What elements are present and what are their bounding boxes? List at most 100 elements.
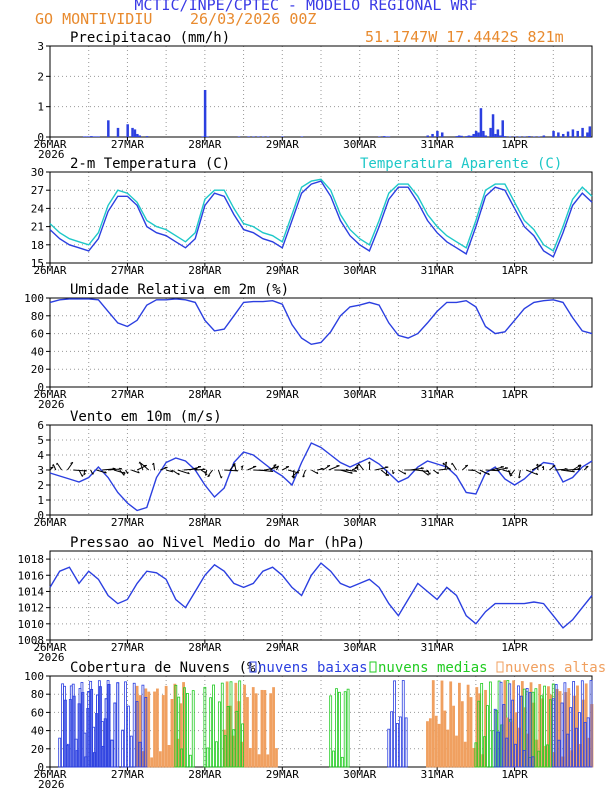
panel-title: Cobertura de Nuvens (%) (70, 660, 264, 676)
wind-vector-head (429, 472, 431, 475)
cloud-bar (404, 717, 408, 768)
wind-vector (113, 469, 126, 474)
wind-vector (508, 469, 511, 475)
cloud-bar (272, 687, 275, 768)
cloud-bar (560, 702, 564, 768)
cloud-bar (337, 691, 341, 768)
wind-vector-head (81, 474, 84, 477)
cloud-bar (508, 683, 512, 768)
cloud-bar (106, 680, 110, 768)
panel-frame (49, 297, 593, 388)
main-title: MCTIC/INPE/CPTEC - MODELO REGIONAL WRF (134, 0, 478, 14)
ytick-label: 1012 (18, 602, 45, 615)
xtick-label: 29MAR (266, 138, 299, 151)
wind-vector-head (392, 471, 395, 475)
xtick-label: 29MAR (266, 388, 299, 401)
cloud-bar (97, 680, 101, 768)
precip-bar (92, 136, 96, 137)
cloud-bar (401, 680, 405, 768)
cloud-bar (398, 716, 402, 768)
ytick-label: 2 (37, 479, 44, 492)
cloud-bar (68, 699, 72, 768)
wind-vector (311, 469, 319, 475)
cloud-bar (66, 744, 69, 768)
cloud-bar (486, 705, 489, 768)
cloud-bar (554, 684, 558, 768)
wind-vector (204, 469, 208, 476)
series-line (49, 562, 593, 629)
cloud-bar (525, 688, 529, 768)
cloud-bar (496, 731, 500, 768)
wind-vector-head (138, 461, 141, 464)
cloud-bar (110, 739, 114, 768)
wind-vector (83, 469, 86, 475)
wind-vector (195, 468, 206, 471)
wind-vector-head (178, 472, 180, 476)
cloud-bar (477, 700, 481, 768)
wind-vector-head (119, 467, 123, 470)
series-line (49, 298, 593, 346)
cloud-bar (209, 697, 213, 768)
precip-bar (477, 132, 480, 137)
cloud-bar (215, 741, 218, 768)
wind-vector-head (112, 467, 116, 470)
panel-temp: 15 18 21 24 27 30 26MAR 27MAR 28MAR 29MAR 30MAR 31M… (31, 156, 593, 277)
legend-swatch (249, 661, 257, 673)
precip-bar (136, 133, 139, 137)
cloud-bar (548, 699, 552, 768)
wind-vector (497, 467, 509, 471)
wind-vector-head (327, 464, 331, 467)
precip-bar (491, 114, 495, 137)
series-line (49, 442, 593, 512)
wind-vector (340, 469, 353, 474)
precip-bar (97, 136, 100, 137)
xtick-label: 27MAR (111, 641, 144, 654)
cloud-bar (493, 708, 497, 768)
wind-vector-head (564, 467, 568, 470)
precip-bar (470, 135, 473, 137)
wind-vector (247, 465, 257, 471)
wind-vector-head (354, 469, 358, 472)
xtick-label: 1APR (501, 516, 528, 529)
wind-vector (442, 462, 452, 471)
cloud-bar (177, 696, 181, 768)
cloud-bar (455, 735, 458, 768)
cloud-bar (260, 689, 264, 768)
cloud-bar (449, 681, 453, 768)
cloud-bar (116, 682, 120, 768)
ytick-label: 60 (31, 706, 44, 719)
wind-vector-head (137, 471, 140, 474)
cloud-bar (254, 693, 258, 768)
cloud-bar (126, 705, 130, 768)
cloud-bar (223, 735, 227, 768)
ytick-label: 30 (31, 166, 44, 179)
ytick-label: 1008 (18, 634, 45, 647)
xtick-label: 26MAR (33, 264, 66, 277)
wind-vector (398, 469, 406, 475)
precip-bar (455, 136, 458, 137)
cloud-bar (393, 680, 396, 768)
precip-bar (566, 131, 570, 137)
legend-apparent: Temperatura Aparente (C) (360, 156, 562, 172)
ytick-label: 2 (37, 70, 44, 83)
precip-bar (571, 129, 575, 137)
cloud-bar (174, 684, 178, 768)
cloud-bar (446, 729, 450, 768)
wind-vector-head (202, 468, 206, 470)
xtick-label: 27MAR (111, 388, 144, 401)
panel-pressure: 1008 1010 1012 1014 1016 1018 26MAR 27MAR 28MAR 2… (18, 535, 593, 664)
ytick-label: 40 (31, 725, 44, 738)
cloud-bar (329, 695, 333, 768)
cloud-bar (488, 681, 492, 768)
coords-label: 51.1747W 17.4442S 821m (365, 28, 564, 46)
cloud-bar (257, 754, 261, 768)
wind-vector-head (420, 467, 424, 469)
wind-vector (358, 463, 364, 471)
cloud-bar (586, 717, 590, 768)
precip-bar (426, 135, 429, 137)
wind-vector-head (578, 464, 582, 467)
cloud-bar (138, 741, 142, 768)
xtick-label: 31MAR (421, 516, 454, 529)
cloud-bar (502, 704, 506, 768)
panel-title: Pressao ao Nivel Medio do Mar (hPa) (70, 535, 365, 551)
